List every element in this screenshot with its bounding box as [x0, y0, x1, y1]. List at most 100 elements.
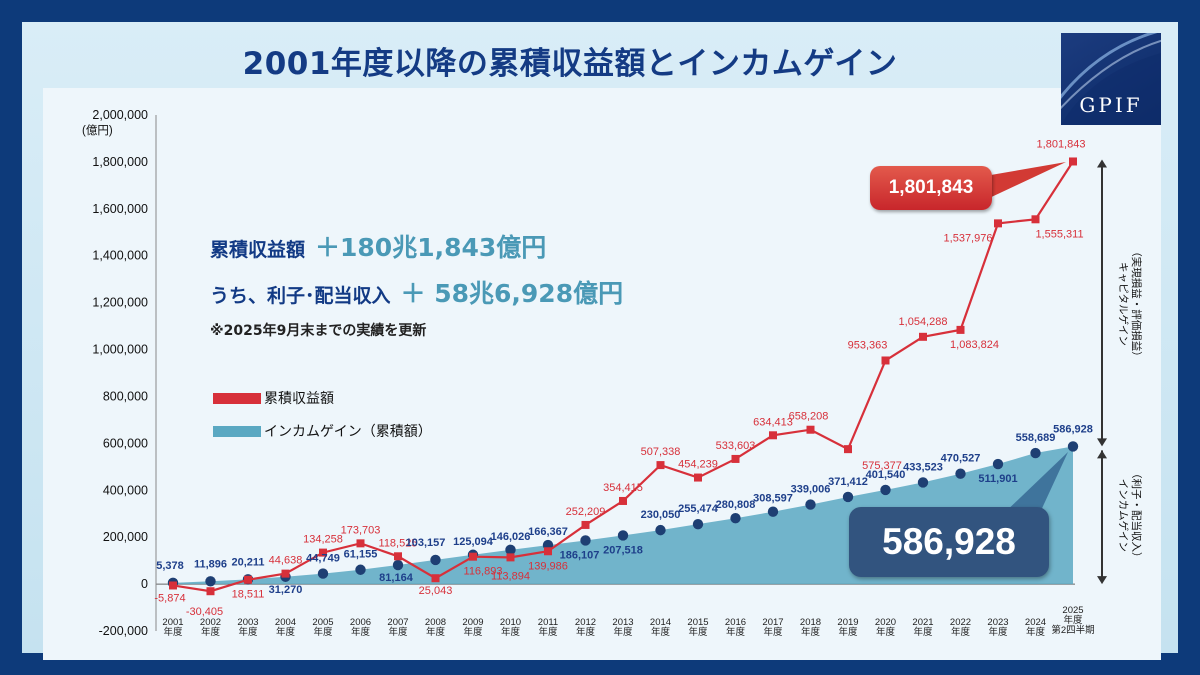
x-tick-label: 年度 — [951, 626, 971, 638]
cumulative-point — [656, 461, 665, 470]
income-point — [767, 506, 779, 517]
x-tick-label: 2019 — [837, 617, 858, 628]
income-point — [1030, 447, 1041, 459]
cumulative-data-label: 116,893 — [464, 566, 503, 578]
arrowhead-icon — [1097, 438, 1107, 447]
income-data-label: 470,527 — [941, 453, 981, 465]
cumulative-data-label: 1,537,976 — [944, 232, 993, 244]
income-data-label: 255,474 — [678, 503, 719, 515]
cumulative-point — [844, 445, 852, 454]
x-tick-label: 年度 — [763, 626, 783, 638]
income-data-label: 586,928 — [1053, 423, 1093, 435]
income-point — [917, 477, 929, 488]
summary-cumulative: 累積収益額 ＋180兆1,843億円 — [210, 228, 623, 264]
x-tick-label: 年度 — [388, 626, 408, 638]
cumulative-data-label: 1,801,843 — [1037, 138, 1086, 150]
y-tick-label: -200,000 — [99, 624, 148, 638]
income-point — [992, 458, 1004, 470]
y-tick-label: 1,800,000 — [92, 155, 148, 169]
x-tick-label: 2012 — [575, 617, 596, 628]
callout-cumulative-final: 1,801,843 — [870, 166, 992, 210]
y-tick-label: 1,000,000 — [92, 343, 148, 357]
income-data-label: 44,749 — [306, 553, 340, 565]
y-tick-label: 600,000 — [103, 436, 148, 450]
x-tick-label: 年度 — [538, 626, 558, 638]
x-tick-label: 2003 — [237, 617, 258, 628]
income-point — [880, 484, 891, 496]
x-tick-label: 年度 — [988, 626, 1008, 638]
cumulative-data-label: -30,405 — [186, 606, 223, 618]
cumulative-data-label: 507,338 — [641, 446, 681, 458]
cumulative-data-label: 113,894 — [491, 570, 530, 582]
x-tick-label: 2014 — [650, 617, 671, 628]
legend-swatch-cumulative — [213, 392, 261, 404]
income-point — [842, 491, 854, 503]
x-tick-label: 年度 — [576, 626, 596, 638]
cumulative-point — [394, 552, 402, 561]
cumulative-point — [506, 553, 515, 562]
cumulative-point — [581, 520, 590, 529]
summary-cumulative-value: ＋180兆1,843億円 — [315, 233, 547, 262]
x-tick-label: 年度 — [876, 626, 896, 638]
capital-gain-label: キャピタルゲイン — [1117, 262, 1129, 346]
x-tick-label: 2025 — [1062, 605, 1083, 616]
x-tick-label: 2004 — [275, 617, 296, 628]
legend-swatch-income — [213, 425, 261, 437]
income-point — [317, 568, 329, 579]
x-tick-label: 年度 — [688, 626, 708, 638]
x-tick-label: 年度 — [838, 626, 858, 638]
cumulative-point — [956, 325, 965, 334]
cumulative-point — [169, 581, 177, 590]
cumulative-data-label: 454,239 — [678, 459, 718, 471]
arrowhead-icon — [1097, 576, 1107, 585]
cumulative-point — [431, 574, 440, 583]
x-tick-label: 第2四半期 — [1051, 624, 1094, 636]
capital-gain-label: （実現損益・評価損益） — [1130, 246, 1143, 362]
income-data-label: 31,270 — [269, 584, 303, 596]
legend-label-income: インカムゲイン（累積額） — [264, 424, 432, 440]
arrowhead-icon — [1097, 159, 1107, 168]
cumulative-data-label: 44,638 — [269, 555, 303, 567]
cumulative-line-series — [169, 157, 1077, 596]
cumulative-point — [1069, 157, 1077, 166]
cumulative-point — [806, 425, 815, 434]
x-tick-label: 2009 — [462, 617, 483, 628]
summary-cumulative-label: 累積収益額 — [210, 239, 306, 261]
callout-blue-pointer — [1000, 452, 1068, 517]
cumulative-data-label: 1,054,288 — [899, 316, 948, 328]
cumulative-data-label: 1,555,311 — [1035, 228, 1083, 240]
income-data-label: 5,378 — [156, 560, 184, 572]
x-tick-label: 2022 — [950, 617, 971, 628]
income-point — [1067, 441, 1079, 452]
data-labels: -5,874-30,40518,51144,638134,258173,7031… — [154, 138, 1092, 618]
income-point — [805, 499, 816, 510]
cumulative-point — [994, 219, 1002, 228]
income-point — [617, 530, 629, 541]
cumulative-point — [356, 539, 365, 548]
cumulative-point — [919, 332, 927, 341]
x-tick-label: 年度 — [613, 626, 633, 638]
x-tick-label: 2002 — [200, 617, 221, 628]
x-tick-label: 2021 — [912, 617, 933, 628]
y-tick-label: 1,600,000 — [92, 202, 148, 216]
y-tick-label: 200,000 — [103, 530, 148, 544]
x-tick-label: 2006 — [350, 617, 371, 628]
income-data-label: 558,689 — [1016, 432, 1056, 444]
arrowhead-icon — [1097, 450, 1107, 459]
summary-income-label: うち、利子･配当収入 — [210, 285, 391, 307]
income-gain-label: （利子・配当収入） — [1130, 468, 1143, 563]
income-gain-label: インカムゲイン — [1117, 479, 1129, 552]
cumulative-point — [731, 454, 740, 463]
cumulative-data-label: 25,043 — [419, 585, 453, 597]
cumulative-point — [281, 569, 290, 578]
summary-note: ※2025年9月末までの実績を更新 — [210, 323, 427, 339]
x-tick-label: 年度 — [276, 626, 296, 638]
summary-income: うち、利子･配当収入 ＋ 58兆6,928億円 — [210, 274, 623, 310]
y-tick-label: 0 — [141, 577, 148, 591]
x-tick-label: 年度 — [1026, 626, 1046, 638]
income-data-label: 371,412 — [828, 476, 868, 488]
cumulative-data-label: 18,511 — [232, 589, 265, 601]
cumulative-point — [469, 552, 477, 561]
cumulative-data-label: 134,258 — [303, 534, 343, 546]
